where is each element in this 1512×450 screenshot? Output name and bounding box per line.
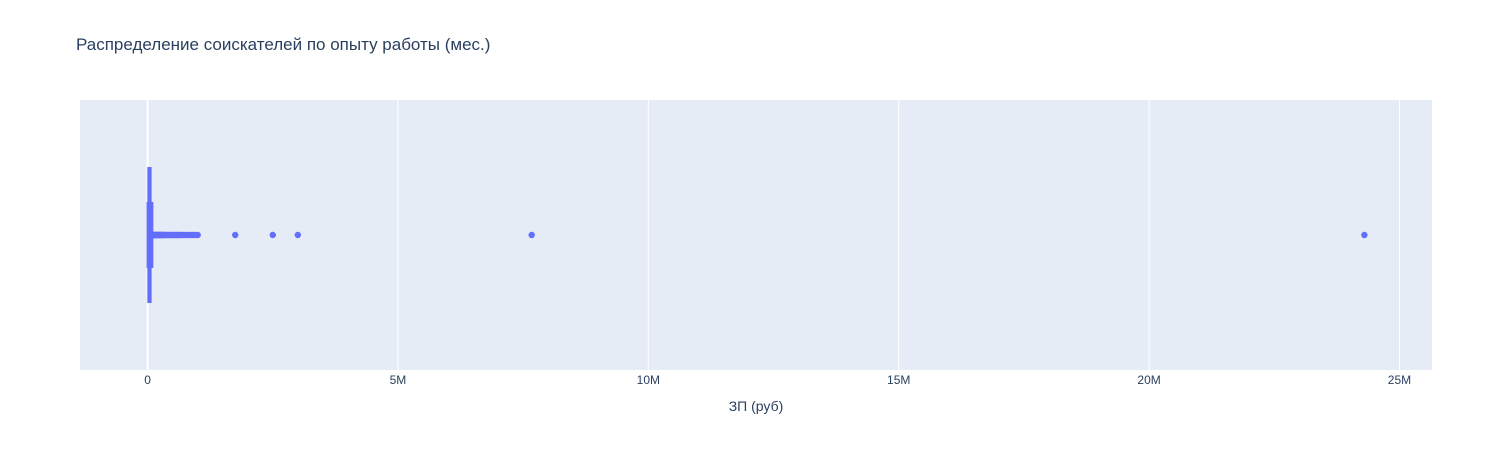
outlier-point[interactable] — [194, 231, 201, 239]
outlier-point[interactable] — [232, 231, 239, 239]
outlier-point[interactable] — [269, 231, 276, 239]
x-tick-label: 25M — [1388, 373, 1411, 387]
x-tick-label: 10M — [637, 373, 660, 387]
chart-title: Распределение соискателей по опыту работ… — [76, 35, 490, 54]
x-tick-label: 5M — [390, 373, 407, 387]
x-axis-title: ЗП (руб) — [729, 398, 784, 414]
outlier-points[interactable] — [149, 231, 1368, 239]
x-axis-ticks: 0 5M 10M 15M 20M 25M — [144, 373, 1411, 387]
x-tick-label: 15M — [887, 373, 910, 387]
outlier-point[interactable] — [528, 231, 535, 239]
outlier-point[interactable] — [1361, 231, 1368, 239]
x-tick-label: 20M — [1137, 373, 1160, 387]
plot-area — [80, 100, 1432, 370]
x-tick-label: 0 — [144, 373, 151, 387]
outlier-point[interactable] — [294, 231, 302, 239]
